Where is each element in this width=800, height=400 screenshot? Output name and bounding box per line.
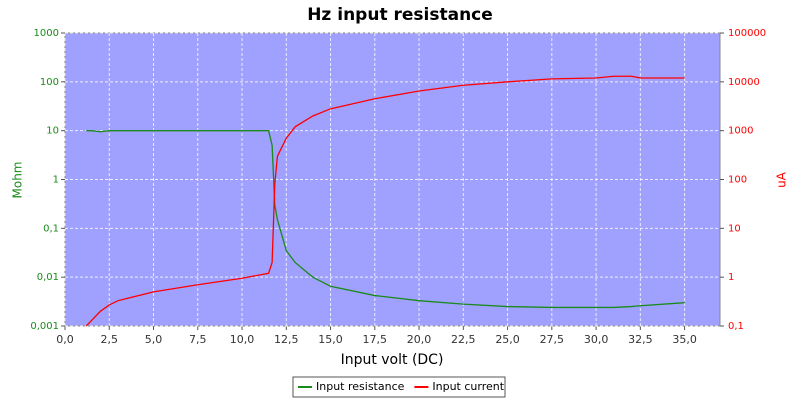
- x-tick-label: 7,5: [189, 333, 207, 346]
- y-tick-label: 0,001: [30, 321, 59, 332]
- x-tick-label: 10,0: [230, 333, 255, 346]
- chart-title: Hz input resistance: [307, 5, 493, 25]
- y2-tick-label: 1000: [728, 126, 753, 137]
- y-tick-label: 1000: [34, 28, 59, 39]
- y-tick-label: 0,1: [43, 223, 59, 234]
- y2-tick-label: 10000: [728, 77, 760, 88]
- x-tick-label: 30,0: [584, 333, 609, 346]
- x-tick-label: 27,5: [540, 333, 565, 346]
- line-series: [86, 130, 685, 309]
- line-series: [85, 75, 685, 327]
- y2-tick-label: 100: [728, 175, 747, 186]
- x-tick-label: 2,5: [101, 333, 119, 346]
- y2-tick-label: 100000: [728, 28, 766, 39]
- legend-label: Input resistance: [316, 380, 405, 393]
- x-tick-label: 0,0: [56, 333, 74, 346]
- y-tick-label: 1: [53, 175, 59, 186]
- x-tick-label: 12,5: [274, 333, 299, 346]
- y-axis-label: Mohm: [11, 162, 25, 199]
- x-tick-label: 32,5: [628, 333, 653, 346]
- x-tick-label: 22,5: [451, 333, 476, 346]
- y-tick-label: 10: [46, 126, 59, 137]
- x-tick-label: 20,0: [407, 333, 432, 346]
- y2-tick-label: 0,1: [728, 321, 744, 332]
- x-tick-label: 35,0: [672, 333, 697, 346]
- legend: [292, 376, 506, 398]
- y-tick-label: 100: [40, 77, 59, 88]
- x-tick-label: 15,0: [318, 333, 343, 346]
- y2-axis-label: uA: [775, 171, 789, 188]
- y2-tick-label: 1: [728, 272, 734, 283]
- x-tick-label: 17,5: [363, 333, 388, 346]
- y-tick-label: 0,01: [37, 272, 59, 283]
- legend-label: Input current: [432, 380, 504, 393]
- x-tick-label: 25,0: [495, 333, 520, 346]
- x-axis-label: Input volt (DC): [341, 352, 444, 368]
- y2-tick-label: 10: [728, 223, 741, 234]
- x-tick-label: 5,0: [145, 333, 163, 346]
